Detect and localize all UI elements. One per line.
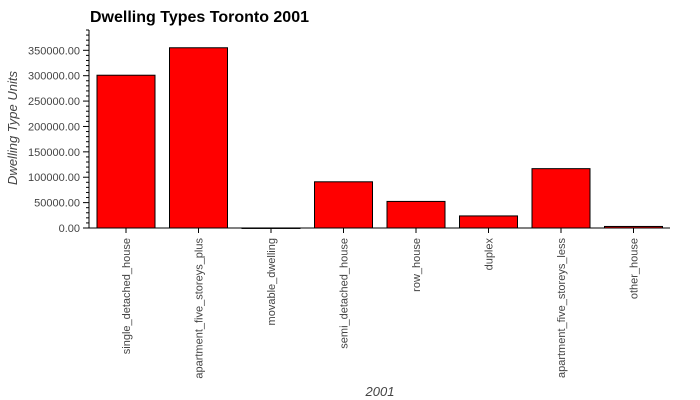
x-tick-label: row_house — [411, 238, 423, 292]
x-tick-label: single_detached_house — [121, 238, 133, 354]
chart-title: Dwelling Types Toronto 2001 — [90, 9, 309, 26]
x-tick-label: apartment_five_storeys_plus — [194, 238, 206, 379]
bar-semi-detached-house — [314, 181, 373, 229]
y-tick-label: 0.00 — [59, 223, 80, 235]
y-tick-label: 150000.00 — [28, 147, 80, 159]
x-tick-label: apartment_five_storeys_less — [556, 238, 568, 379]
bar-apartment-five-storeys-less — [531, 168, 591, 229]
bar-single-detached-house — [96, 74, 156, 229]
x-tick-label: duplex — [484, 238, 496, 271]
y-axis-title: Dwelling Type Units — [5, 71, 20, 185]
y-tick-label: 300000.00 — [28, 71, 80, 83]
y-tick-label: 250000.00 — [28, 96, 80, 108]
bar-other-house — [604, 225, 663, 229]
y-tick-label: 350000.00 — [28, 45, 80, 57]
x-tick-label: movable_dwelling — [266, 238, 278, 325]
y-tick-label: 200000.00 — [28, 121, 80, 133]
x-axis-title: 2001 — [365, 384, 395, 399]
bar-row-house — [386, 200, 446, 229]
x-tick-label: other_house — [629, 238, 641, 299]
bar-duplex — [459, 215, 518, 229]
plot-area: 0.00 50000.00 100000.00 150000.00 200000.00 2… — [28, 29, 670, 379]
bar-apartment-five-storeys-plus — [169, 47, 228, 229]
x-tick-label: semi_detached_house — [339, 238, 351, 349]
y-tick-label: 100000.00 — [28, 172, 80, 184]
y-tick-label: 50000.00 — [34, 198, 80, 210]
